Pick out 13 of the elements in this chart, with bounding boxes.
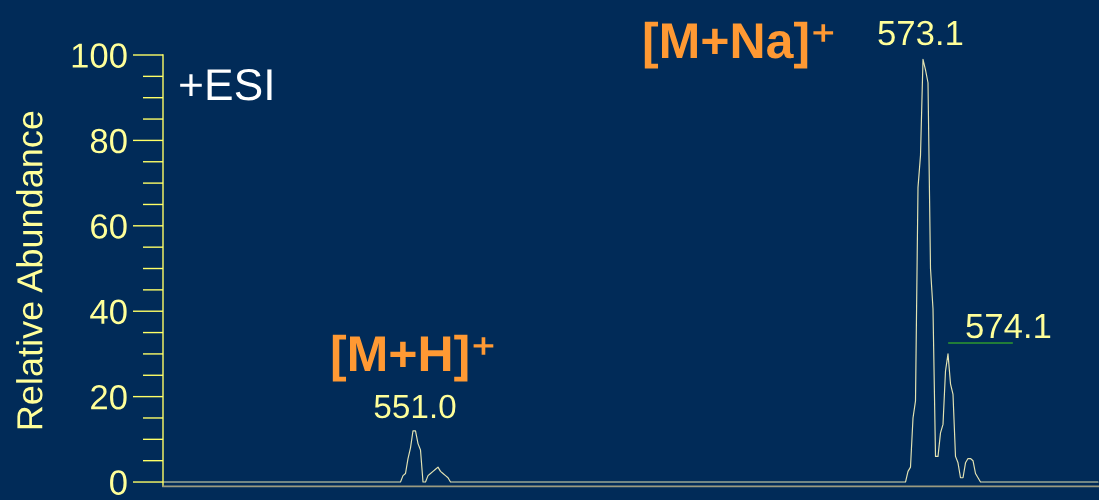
y-tick-label: 80 (90, 128, 127, 154)
annotation: 574.1 (966, 314, 1051, 339)
text: 573.1 (878, 20, 963, 46)
y-tick-label: 40 (90, 299, 127, 325)
annotation: [M+H]⁺ (332, 334, 494, 382)
annotation: 551.0 (374, 394, 456, 419)
annotation: +ESI (180, 68, 272, 101)
y-axis-title: Relative Abundance (16, 111, 43, 429)
y-tick-label: 100 (72, 43, 127, 68)
y-tick-label: 60 (91, 214, 127, 239)
y-tick-label: 20 (91, 384, 127, 410)
annotation: [M+Na]⁺ (644, 21, 834, 69)
y-tick-label: 0 (110, 470, 127, 495)
